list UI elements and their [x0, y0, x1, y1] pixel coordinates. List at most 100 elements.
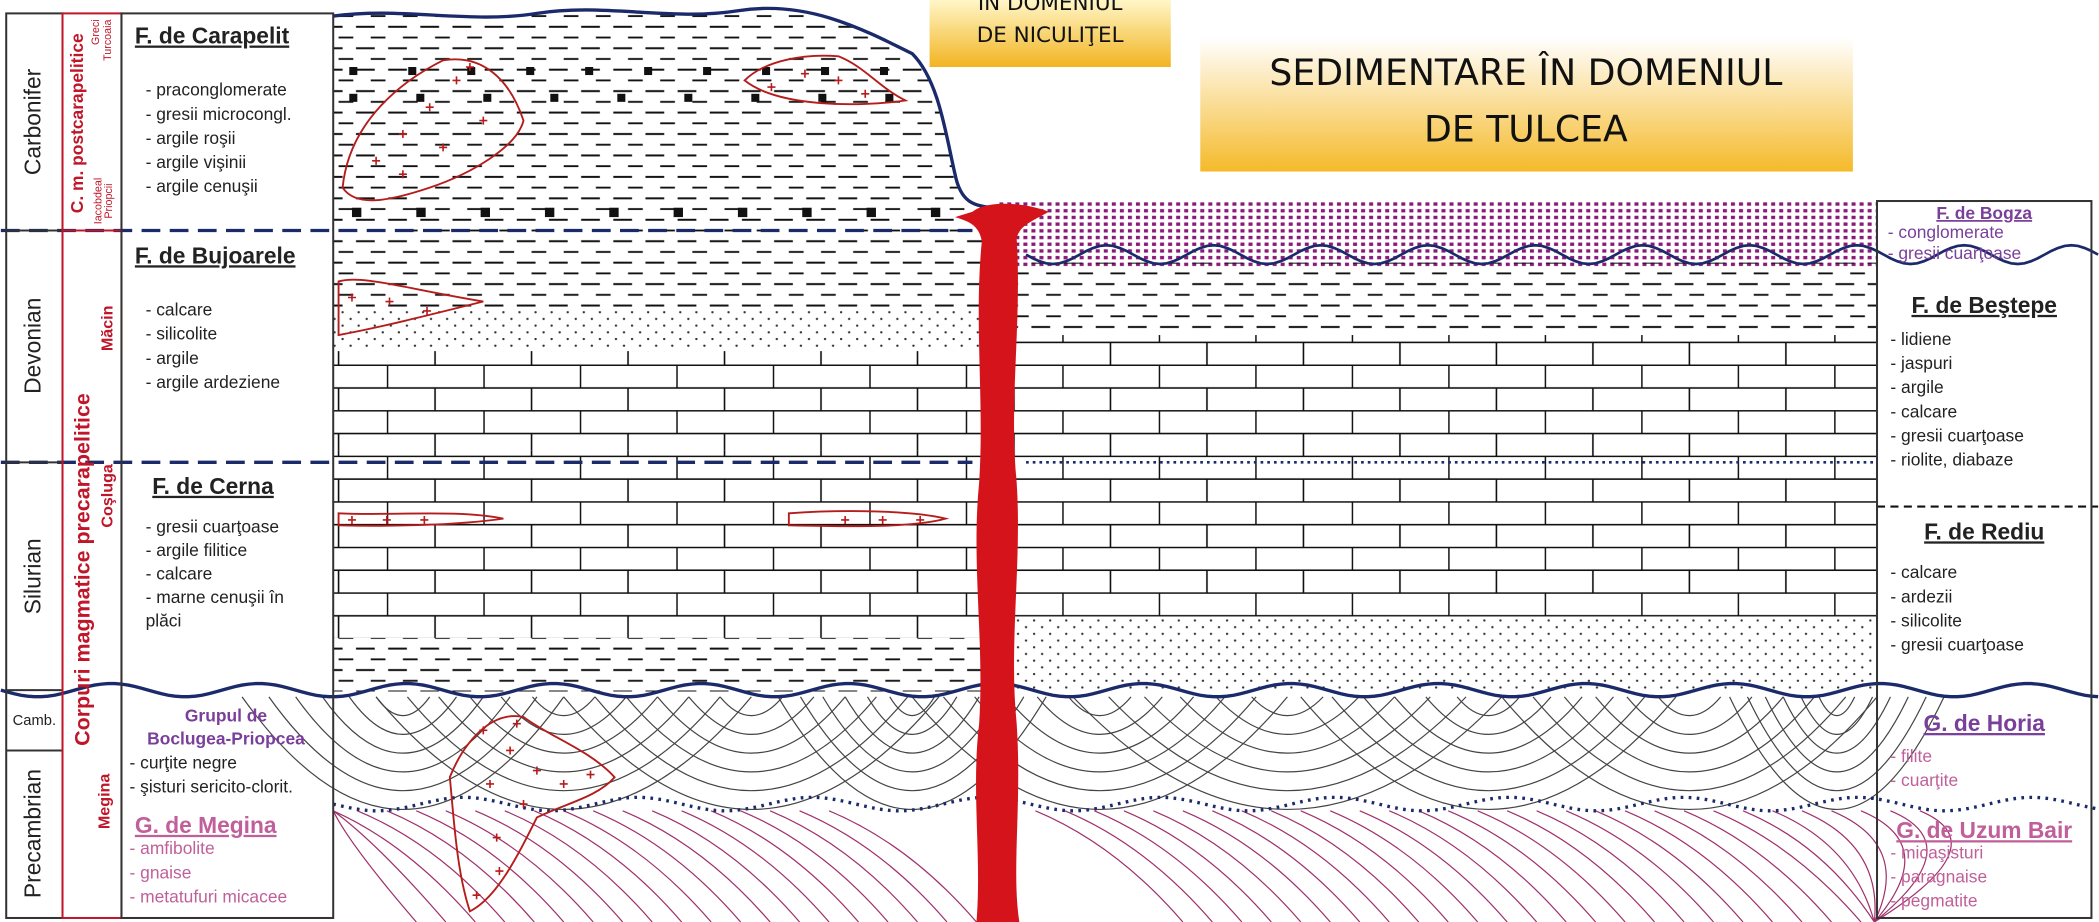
unit-label: Măcin — [98, 306, 116, 352]
lithology-item: - calcare — [1890, 401, 1957, 421]
conglomerate-pebble — [349, 94, 357, 102]
conglomerate-pebble — [751, 94, 759, 102]
granite-cross — [586, 771, 594, 779]
conglomerate-pebble — [352, 208, 361, 217]
conglomerate-pebble — [617, 94, 625, 102]
granite-cross — [486, 780, 494, 788]
limestone — [333, 450, 1003, 638]
formation-name: F. de Bogza — [1936, 203, 2032, 223]
conglomerate-pebble — [481, 208, 490, 217]
period: Camb. — [13, 713, 56, 729]
lithology-item: - jaspuri — [1890, 353, 1952, 373]
formation-name: F. de Cerna — [152, 473, 274, 499]
formation-name: Grupul de — [185, 706, 268, 726]
formation-name: F. de Beştepe — [1911, 292, 2056, 318]
conglomerate-pebble — [821, 67, 829, 75]
lithology-item: - gresii cuarţoase — [1890, 635, 2024, 655]
formation-name: F. de Carapelit — [135, 23, 290, 49]
formation-name: F. de Rediu — [1924, 518, 2044, 544]
magmatism-label: Corpuri magmatice precarapelitice — [71, 393, 95, 746]
title-line: SEDIMENTARE ÎN DOMENIUL — [1269, 51, 1782, 94]
conglomerate-pebble — [526, 67, 534, 75]
fold-line — [658, 697, 846, 753]
conglomerate-pebble — [467, 67, 475, 75]
conglomerate-pebble — [545, 208, 554, 217]
granite-cross — [473, 891, 481, 899]
lithology-item: - praconglomerate — [146, 80, 287, 100]
lithology-item: - argile — [1890, 377, 1943, 397]
lithology-item: - silicolite — [1890, 610, 1962, 630]
conglomerate-pebble — [585, 67, 593, 75]
lithology-item: - paragnaise — [1890, 866, 1987, 886]
granite-cross — [495, 867, 503, 875]
magmatism-label: C. m. postcarapelitice — [67, 33, 87, 213]
conglomerate-pebble — [483, 94, 491, 102]
unit-label: Priopcii — [103, 183, 115, 218]
conglomerate-pebble — [880, 67, 888, 75]
period: Silurian — [19, 538, 45, 614]
fold-line — [1533, 697, 1846, 791]
conglomerate-pebble — [349, 67, 357, 75]
lithology-item: - cuarţite — [1890, 770, 1958, 790]
fold-line — [1180, 697, 1394, 753]
left-section — [333, 0, 1003, 692]
title-line: DE TULCEA — [1424, 107, 1628, 150]
lithology-item: - gresii microcongl. — [146, 104, 292, 124]
conglomerate-pebble — [644, 67, 652, 75]
lithology-item: - gnaise — [130, 862, 192, 882]
sandstone — [333, 311, 1003, 351]
conglomerate-pebble — [609, 208, 618, 217]
lithology-item: - gresii cuarţoase — [146, 517, 280, 537]
schist-line — [333, 811, 416, 922]
schist-line — [333, 811, 446, 922]
shale — [333, 638, 1003, 692]
conglomerate — [999, 201, 1877, 268]
lithology-item: - curţite negre — [130, 752, 237, 772]
lithology-item: - argile roşii — [146, 128, 236, 148]
conglomerate-pebble — [408, 67, 416, 75]
conglomerate-pebble — [416, 208, 425, 217]
lithology-item: - marne cenuşii în — [146, 587, 284, 607]
granite-cross — [506, 746, 514, 754]
granite-cross — [560, 780, 568, 788]
fold-line — [532, 697, 595, 716]
period: Precambrian — [19, 769, 45, 898]
lithology-item: - micaşisturi — [1890, 842, 1983, 862]
lithology-item: - amfibolite — [130, 838, 215, 858]
stratigraphic-diagram: ÎN DOMENIUL DE NICULIŢEL SEDIMENTARE ÎN … — [0, 0, 2099, 922]
fold-line — [845, 697, 979, 753]
right-section — [999, 201, 1877, 691]
fold-line — [720, 697, 783, 716]
fold-line — [1819, 697, 1855, 716]
granite-cross — [519, 800, 527, 808]
granite-cross — [493, 834, 501, 842]
limestone — [999, 335, 1877, 616]
unit-label: Megina — [96, 773, 114, 829]
schist-line — [1831, 811, 1886, 922]
lithology-item: - şisturi sericito-clorit. — [130, 777, 293, 797]
schist-line — [1802, 811, 1875, 922]
lithology-item: - pegmatite — [1890, 891, 1977, 911]
lithology-item: - filite — [1890, 746, 1932, 766]
fold-line — [1658, 697, 1721, 716]
conglomerate-pebble — [684, 94, 692, 102]
title-line: DE NICULIŢEL — [977, 23, 1124, 48]
limestone — [333, 351, 1003, 450]
conglomerate-pebble — [416, 94, 424, 102]
lithology-item: - silicolite — [146, 324, 218, 344]
granite — [450, 716, 615, 911]
lithology-item: - lidiene — [1890, 329, 1951, 349]
conglomerate-pebble — [802, 208, 811, 217]
unit-label: Greci — [90, 19, 102, 45]
lithology-item: - conglomerate — [1888, 222, 2004, 242]
lithology-item: - argile ardeziene — [146, 372, 280, 392]
lithology-item: - calcare — [1890, 562, 1957, 582]
fold-line — [470, 697, 658, 753]
sandstone — [999, 616, 1877, 691]
lithology-item: - riolite, diabaze — [1890, 450, 2013, 470]
conglomerate-pebble — [885, 94, 893, 102]
period: Devonian — [19, 298, 45, 394]
conglomerate-pebble — [867, 208, 876, 217]
formation-name: G. de Uzum Bair — [1896, 817, 2072, 843]
formation-name: G. de Horia — [1924, 710, 2046, 736]
